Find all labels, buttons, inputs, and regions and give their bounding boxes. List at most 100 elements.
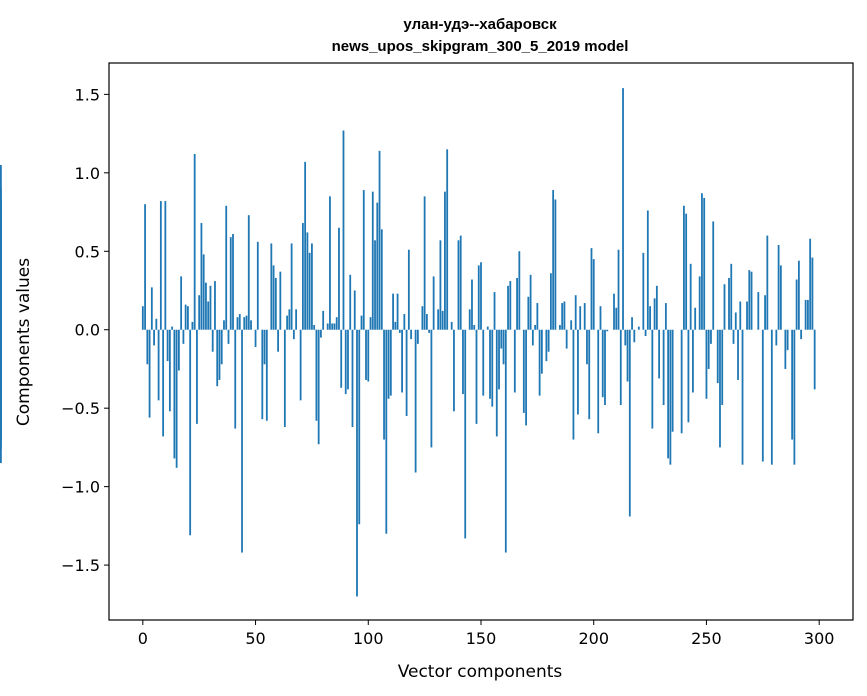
bar-82 [326, 323, 329, 330]
bar-239 [680, 329, 683, 434]
bar-214 [624, 329, 627, 346]
bar-260 [728, 277, 730, 330]
bar-47 [247, 215, 250, 330]
bar-117 [405, 329, 408, 417]
bar-127 [428, 329, 431, 333]
bar-6 [155, 318, 158, 330]
bar-93 [351, 329, 354, 428]
bar-257 [721, 329, 724, 406]
bar-99 [365, 329, 367, 380]
bar-25 [198, 295, 201, 330]
bar-57 [270, 243, 273, 330]
bar-33 [216, 329, 219, 387]
bar-262 [732, 329, 735, 344]
bar-137 [450, 321, 453, 330]
bar-211 [617, 249, 620, 330]
bar-199 [590, 248, 593, 330]
bar-12 [168, 329, 171, 412]
bar-190 [570, 320, 573, 330]
bar-266 [741, 329, 744, 465]
bar-173 [531, 329, 534, 346]
bar-92 [349, 274, 352, 330]
bar-224 [646, 210, 649, 330]
bar-171 [527, 296, 530, 330]
bar-24 [196, 329, 198, 424]
bar-79 [320, 329, 322, 338]
bar-196 [583, 303, 586, 330]
bar-83 [329, 196, 331, 330]
bar-88 [340, 329, 343, 388]
bar-89 [342, 130, 345, 330]
bar-38 [227, 329, 230, 344]
bar-216 [628, 329, 631, 517]
bar-150 [480, 262, 482, 330]
bar-218 [633, 329, 636, 343]
bar-71 [301, 223, 304, 330]
bar-159 [500, 329, 503, 349]
bar-114 [398, 329, 401, 333]
bar-162 [507, 285, 509, 330]
bar-64 [286, 315, 289, 330]
bar-270 [750, 271, 753, 330]
bar-253 [712, 221, 715, 330]
bar-28 [205, 282, 207, 330]
bar-220 [637, 326, 640, 330]
bar-61 [279, 271, 282, 330]
bar-296 [809, 238, 812, 330]
bar-0 [141, 306, 144, 330]
bar-17 [180, 276, 183, 330]
bar-226 [651, 329, 654, 429]
bar-233 [667, 329, 670, 459]
bar-242 [687, 329, 690, 423]
bar-142 [462, 329, 464, 395]
bar-186 [561, 303, 564, 330]
bar-228 [655, 285, 658, 330]
bar-192 [574, 295, 577, 330]
bar-94 [353, 290, 356, 330]
bar-160 [502, 329, 505, 365]
bar-151 [482, 329, 485, 396]
bar-234 [669, 329, 672, 465]
bar-256 [719, 329, 721, 448]
bar-255 [716, 329, 719, 384]
bar-39 [229, 237, 232, 330]
bar-269 [748, 270, 751, 330]
bar-8 [159, 201, 162, 330]
bar-95 [356, 329, 358, 597]
bar-148 [475, 329, 478, 424]
x-axis-label: Vector components [398, 662, 563, 682]
bar-188 [565, 329, 568, 349]
bar-125 [423, 196, 426, 330]
bar-40 [232, 234, 234, 330]
bar-107 [383, 329, 385, 440]
plot-area-frame [108, 62, 854, 621]
bar-72 [304, 161, 307, 330]
bar-243 [689, 263, 692, 330]
bar-265 [739, 301, 742, 330]
bar-292 [800, 329, 803, 340]
bar-155 [491, 329, 494, 407]
bar-14 [173, 329, 176, 459]
bar-101 [369, 317, 372, 330]
bar-281 [775, 329, 778, 346]
bar-21 [189, 329, 192, 536]
bar-128 [430, 329, 433, 448]
bar-106 [380, 229, 383, 330]
bar-80 [322, 310, 325, 330]
bar-225 [649, 306, 651, 330]
bar-109 [387, 329, 390, 399]
bar-126 [425, 314, 428, 330]
y-tick-label-0: −1.5 [61, 556, 100, 575]
bar-84 [331, 323, 334, 330]
bar-264 [737, 329, 739, 380]
bar-229 [658, 329, 661, 379]
bar-288 [791, 329, 794, 440]
bar-290 [795, 279, 798, 330]
bar-169 [522, 329, 525, 413]
bar-129 [432, 276, 435, 330]
bar-134 [444, 191, 446, 330]
bar-32 [214, 281, 216, 330]
y-tick-label-2: −0.5 [61, 399, 100, 418]
bar-165 [513, 329, 516, 393]
bar-222 [642, 252, 645, 330]
